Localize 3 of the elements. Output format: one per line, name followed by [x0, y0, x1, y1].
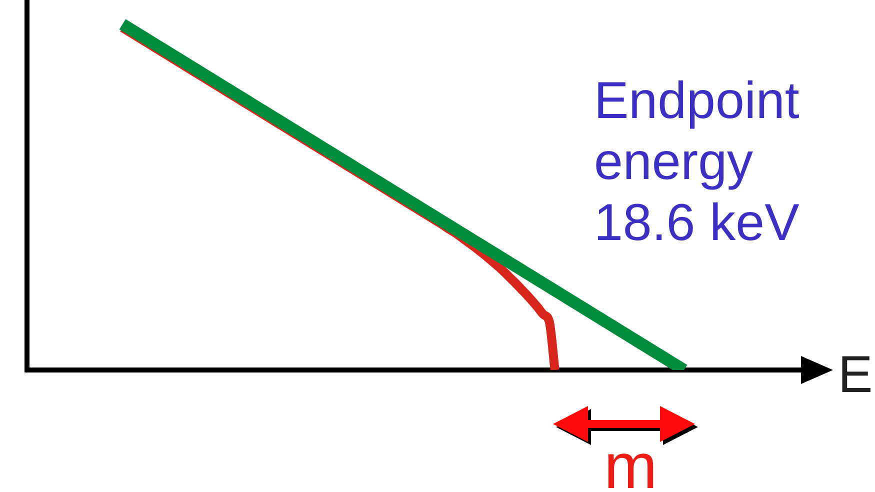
annotation: Endpoint energy 18.6 keV	[594, 71, 800, 254]
text: m	[604, 430, 658, 492]
x-axis-title: E	[838, 346, 873, 404]
